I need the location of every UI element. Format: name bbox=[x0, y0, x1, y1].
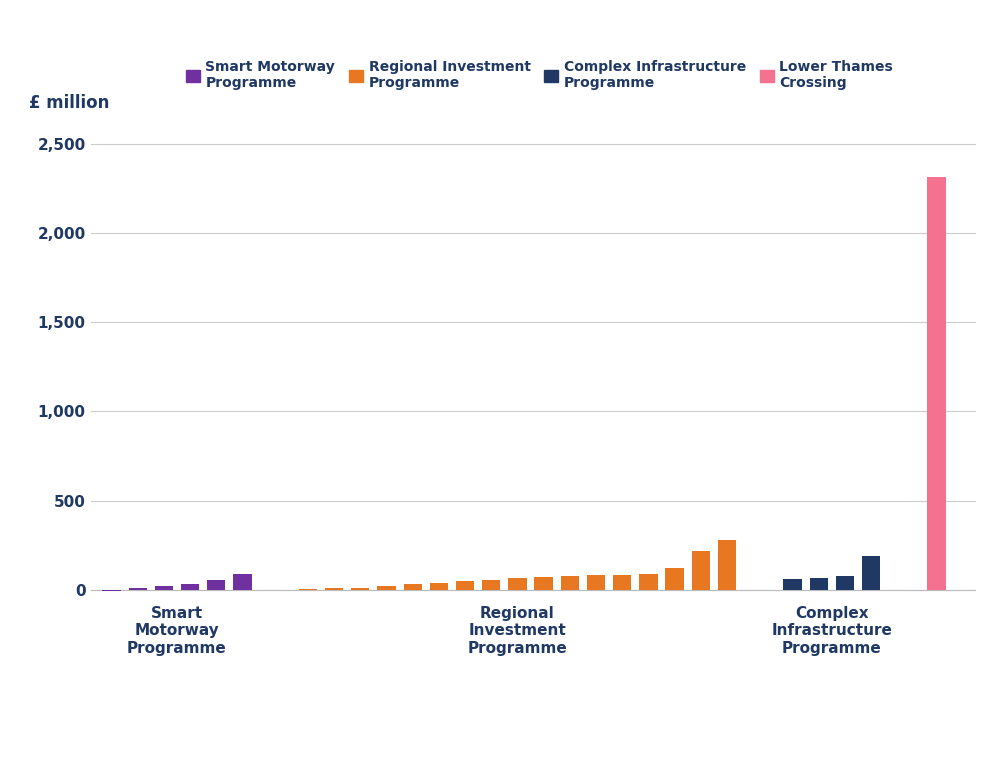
Text: Complex
Infrastructure
Programme: Complex Infrastructure Programme bbox=[772, 606, 892, 656]
Bar bbox=[207, 580, 225, 590]
Bar bbox=[639, 573, 658, 590]
Bar bbox=[482, 580, 500, 590]
Bar bbox=[403, 584, 422, 590]
Bar bbox=[586, 576, 606, 590]
Bar bbox=[233, 573, 252, 590]
Bar bbox=[430, 583, 448, 590]
Bar bbox=[718, 540, 736, 590]
Bar bbox=[377, 587, 395, 590]
Bar bbox=[613, 575, 632, 590]
Text: £ million: £ million bbox=[28, 94, 109, 112]
Bar bbox=[692, 551, 710, 590]
Bar bbox=[784, 579, 802, 590]
Bar bbox=[534, 577, 553, 590]
Bar bbox=[299, 589, 317, 590]
Legend: Smart Motorway
Programme, Regional Investment
Programme, Complex Infrastructure
: Smart Motorway Programme, Regional Inves… bbox=[186, 60, 893, 90]
Bar bbox=[836, 576, 854, 590]
Bar bbox=[560, 576, 579, 590]
Text: Smart
Motorway
Programme: Smart Motorway Programme bbox=[127, 606, 226, 656]
Text: Regional
Investment
Programme: Regional Investment Programme bbox=[468, 606, 567, 656]
Bar bbox=[351, 587, 369, 590]
Bar bbox=[862, 556, 880, 590]
Bar bbox=[325, 588, 343, 590]
Bar bbox=[456, 581, 474, 590]
Bar bbox=[181, 583, 199, 590]
Bar bbox=[928, 177, 946, 590]
Bar bbox=[508, 578, 526, 590]
Bar bbox=[665, 569, 684, 590]
Bar bbox=[810, 578, 828, 590]
Bar bbox=[155, 587, 173, 590]
Bar bbox=[129, 588, 147, 590]
